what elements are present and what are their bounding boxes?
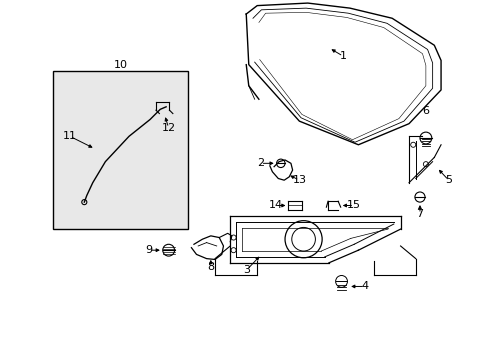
Text: 10: 10: [113, 60, 127, 71]
Text: 2: 2: [257, 158, 264, 168]
Text: 8: 8: [207, 262, 214, 272]
Text: 1: 1: [339, 51, 346, 61]
Text: 12: 12: [161, 123, 175, 133]
Text: 13: 13: [292, 175, 306, 185]
Text: 14: 14: [268, 201, 282, 211]
Text: 9: 9: [145, 245, 152, 255]
Text: 6: 6: [422, 106, 428, 116]
Text: 3: 3: [243, 265, 250, 275]
Text: 11: 11: [63, 131, 77, 141]
Text: 5: 5: [444, 175, 451, 185]
Text: 15: 15: [346, 201, 361, 211]
Text: 4: 4: [361, 282, 368, 292]
Text: 7: 7: [416, 209, 423, 219]
Bar: [53, 71, 188, 229]
